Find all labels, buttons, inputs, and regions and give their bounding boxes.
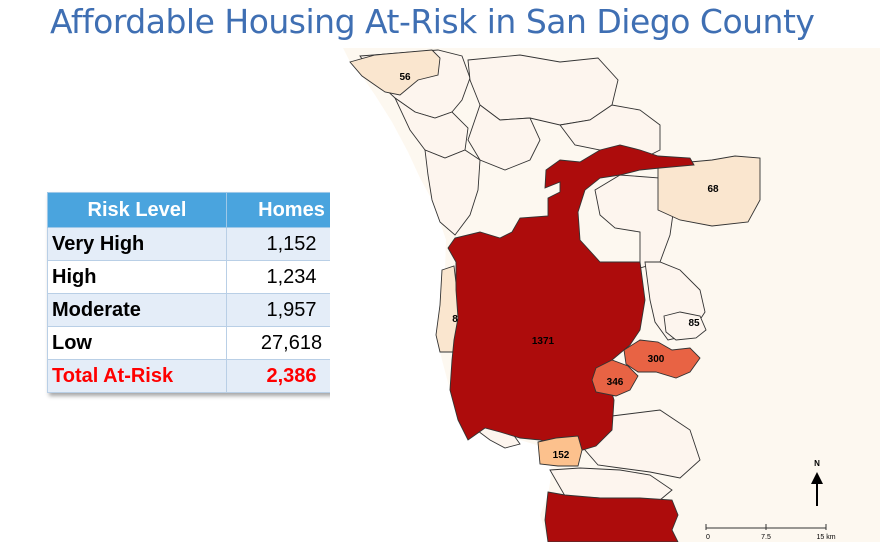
north-arrow-icon: N: [811, 459, 823, 506]
risk-table: Risk Level Homes Very High 1,152 High 1,…: [47, 192, 357, 393]
region-label-la-mesa: 85: [688, 318, 700, 329]
region-label-north: 56: [399, 72, 411, 83]
region-central-very-high: [447, 144, 695, 453]
risk-level-cell: High: [47, 260, 227, 294]
table-row: Moderate 1,957: [47, 293, 357, 327]
region-label-central: 1371: [532, 336, 555, 347]
region-label-national-city: 152: [553, 450, 570, 461]
region-delmar: [424, 149, 481, 236]
region-label-coastal: 8: [452, 314, 458, 325]
scale-bar: 0 7.5 15 km: [705, 524, 836, 541]
table-row: Low 27,618: [47, 326, 357, 360]
region-north-moderate: [349, 49, 441, 96]
region-label-east: 68: [707, 184, 719, 195]
north-arrow-label: N: [814, 459, 820, 468]
table-row: Very High 1,152: [47, 227, 357, 261]
region-la-mesa-low: [663, 311, 707, 341]
map-svg: 56 68 8 1371 85 300 346 152 N 0 7.5 15 k…: [330, 48, 880, 542]
scale-label-15: 15 km: [816, 534, 835, 541]
risk-level-cell: Low: [47, 326, 227, 360]
region-lemon-grove-high: [623, 339, 701, 379]
region-poway: [467, 104, 541, 171]
region-east-central-high: [591, 359, 639, 397]
region-encinitas: [393, 96, 469, 159]
region-north-central: [559, 104, 661, 161]
region-label-lemon-grove: 300: [648, 354, 665, 365]
county-map: 56 68 8 1371 85 300 346 152 N 0 7.5 15 k…: [330, 48, 880, 542]
region-label-east-central: 346: [607, 377, 624, 388]
risk-level-cell: Very High: [47, 227, 227, 261]
region-national-city-moderate: [537, 435, 583, 467]
total-row: Total At-Risk 2,386: [47, 359, 357, 393]
header-risk-level: Risk Level: [47, 192, 227, 228]
total-label-cell: Total At-Risk: [47, 359, 227, 393]
risk-level-cell: Moderate: [47, 293, 227, 327]
page-title: Affordable Housing At-Risk in San Diego …: [50, 2, 815, 41]
region-south-very-high: [544, 491, 679, 542]
scale-label-7-5: 7.5: [761, 534, 771, 541]
table-row: High 1,234: [47, 260, 357, 294]
scale-label-0: 0: [706, 534, 710, 541]
region-east-low: [657, 155, 761, 227]
